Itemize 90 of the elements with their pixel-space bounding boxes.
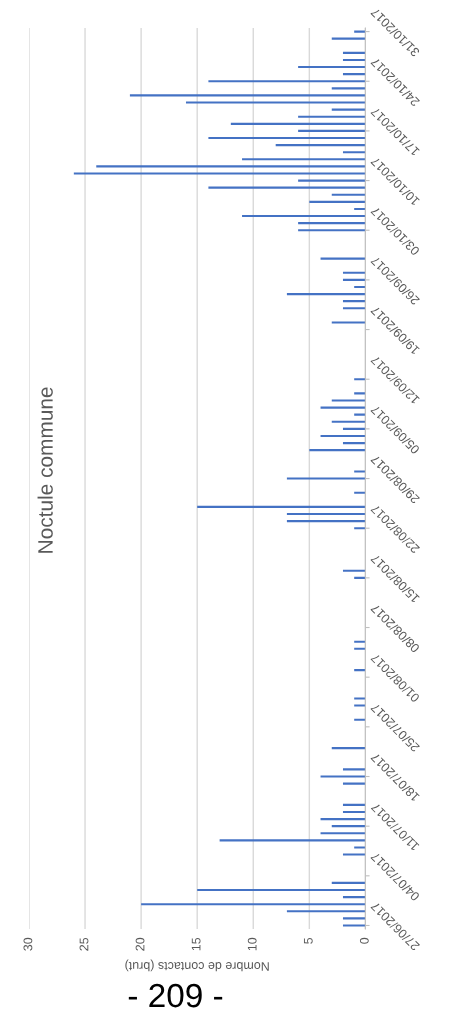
bar <box>342 278 366 281</box>
bar <box>354 669 366 672</box>
bar <box>331 420 366 423</box>
bar <box>354 527 366 530</box>
x-tick-label: 30 <box>23 937 33 951</box>
bar <box>342 782 366 785</box>
bar <box>354 697 366 700</box>
bar <box>354 470 366 473</box>
bar <box>331 37 366 40</box>
bar <box>354 285 366 289</box>
bar <box>298 229 366 232</box>
bar <box>320 775 366 778</box>
bar <box>342 271 366 274</box>
bar <box>320 434 366 438</box>
bar <box>331 825 366 828</box>
bar <box>185 101 366 104</box>
bar <box>309 200 366 203</box>
bar <box>141 903 366 906</box>
bar <box>354 718 366 721</box>
bar <box>242 158 366 161</box>
bar <box>342 768 366 771</box>
bar <box>309 449 366 452</box>
bar <box>331 87 366 90</box>
bar <box>242 214 366 218</box>
bar <box>354 846 366 849</box>
bar <box>354 392 366 395</box>
bar <box>342 442 366 445</box>
bar <box>208 186 366 189</box>
x-axis-title: Nombre de contacts (brut) <box>125 959 269 972</box>
bar <box>331 321 366 324</box>
bar <box>354 378 366 381</box>
bar <box>342 810 366 814</box>
bar <box>342 896 366 899</box>
bar <box>342 151 366 154</box>
bar <box>331 193 366 196</box>
bar <box>342 58 366 62</box>
bar <box>331 881 366 884</box>
bar <box>331 399 366 402</box>
text: Noctule commune <box>37 387 53 553</box>
x-tick-label: 20 <box>135 937 145 951</box>
bar <box>286 293 366 296</box>
bar <box>320 832 366 835</box>
bar <box>73 172 366 175</box>
bar <box>298 115 366 118</box>
x-tick-label: 10 <box>247 937 257 951</box>
bar <box>230 122 366 125</box>
bar <box>286 520 366 523</box>
bar <box>354 704 366 707</box>
bar <box>342 924 366 927</box>
bar <box>354 491 366 494</box>
bar <box>354 640 366 643</box>
bar <box>197 505 366 508</box>
x-tick-label: 5 <box>303 937 313 944</box>
bar <box>342 569 366 572</box>
bar <box>96 165 366 168</box>
bar <box>342 307 366 310</box>
bar <box>342 51 366 54</box>
bar <box>320 257 366 260</box>
bar <box>342 917 366 920</box>
bar <box>342 427 366 430</box>
bar <box>298 222 366 225</box>
x-tick-label: 0 <box>359 937 369 944</box>
bar <box>354 30 366 33</box>
bar <box>286 477 366 480</box>
bar <box>298 66 366 69</box>
bar <box>208 80 366 83</box>
bar <box>320 406 366 409</box>
bar <box>286 910 366 913</box>
bar <box>342 853 366 856</box>
bar <box>331 108 366 111</box>
bar <box>354 647 366 650</box>
bar <box>342 73 366 76</box>
x-tick-label: 25 <box>79 937 89 951</box>
bar <box>129 94 366 97</box>
bar <box>342 803 366 806</box>
bar <box>320 818 366 821</box>
bar <box>197 888 366 892</box>
bar <box>219 839 366 842</box>
bar <box>342 300 366 303</box>
bar <box>354 207 366 211</box>
bar <box>354 576 366 579</box>
bar <box>354 413 366 416</box>
text: - 209 - <box>128 983 223 1008</box>
bar <box>208 136 366 140</box>
bar <box>331 747 366 750</box>
bar <box>298 179 366 182</box>
bar <box>298 129 366 132</box>
bar <box>286 512 366 516</box>
x-tick-label: 15 <box>191 937 201 951</box>
bar <box>275 144 366 147</box>
